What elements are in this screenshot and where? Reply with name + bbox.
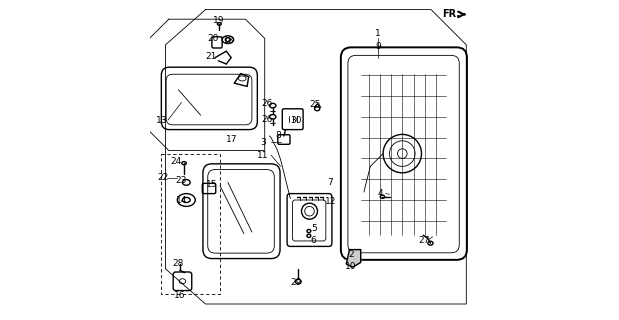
Text: 4: 4: [377, 189, 383, 198]
Text: 21: 21: [206, 52, 217, 61]
Text: 3: 3: [260, 138, 266, 147]
Text: 15: 15: [206, 180, 218, 188]
Text: 13: 13: [156, 116, 167, 124]
Text: 9: 9: [376, 42, 381, 51]
Text: 27: 27: [418, 236, 430, 245]
Text: 18: 18: [223, 36, 235, 44]
Text: 29: 29: [290, 278, 301, 287]
Text: 12: 12: [324, 197, 336, 206]
Text: 25: 25: [309, 100, 320, 109]
Text: 14: 14: [176, 196, 187, 204]
Text: 7: 7: [327, 178, 333, 187]
Text: 28: 28: [172, 259, 183, 268]
Text: 11: 11: [258, 151, 269, 160]
Text: 19: 19: [212, 16, 224, 25]
Text: 20: 20: [207, 34, 219, 43]
Text: 8: 8: [275, 131, 281, 140]
Text: 30: 30: [290, 116, 302, 124]
Text: 5: 5: [311, 224, 316, 233]
Text: 10: 10: [345, 262, 357, 271]
Text: 26: 26: [262, 99, 273, 108]
Text: 24: 24: [170, 157, 181, 166]
Text: 6: 6: [311, 236, 316, 245]
Text: 22: 22: [157, 173, 168, 182]
Text: 23: 23: [175, 176, 186, 185]
Text: 2: 2: [348, 250, 354, 259]
Text: 16: 16: [174, 292, 186, 300]
Text: FR.: FR.: [443, 9, 461, 20]
Text: 1: 1: [376, 29, 381, 38]
Polygon shape: [346, 250, 361, 267]
Text: 17: 17: [227, 135, 238, 144]
Text: 26: 26: [262, 115, 273, 124]
